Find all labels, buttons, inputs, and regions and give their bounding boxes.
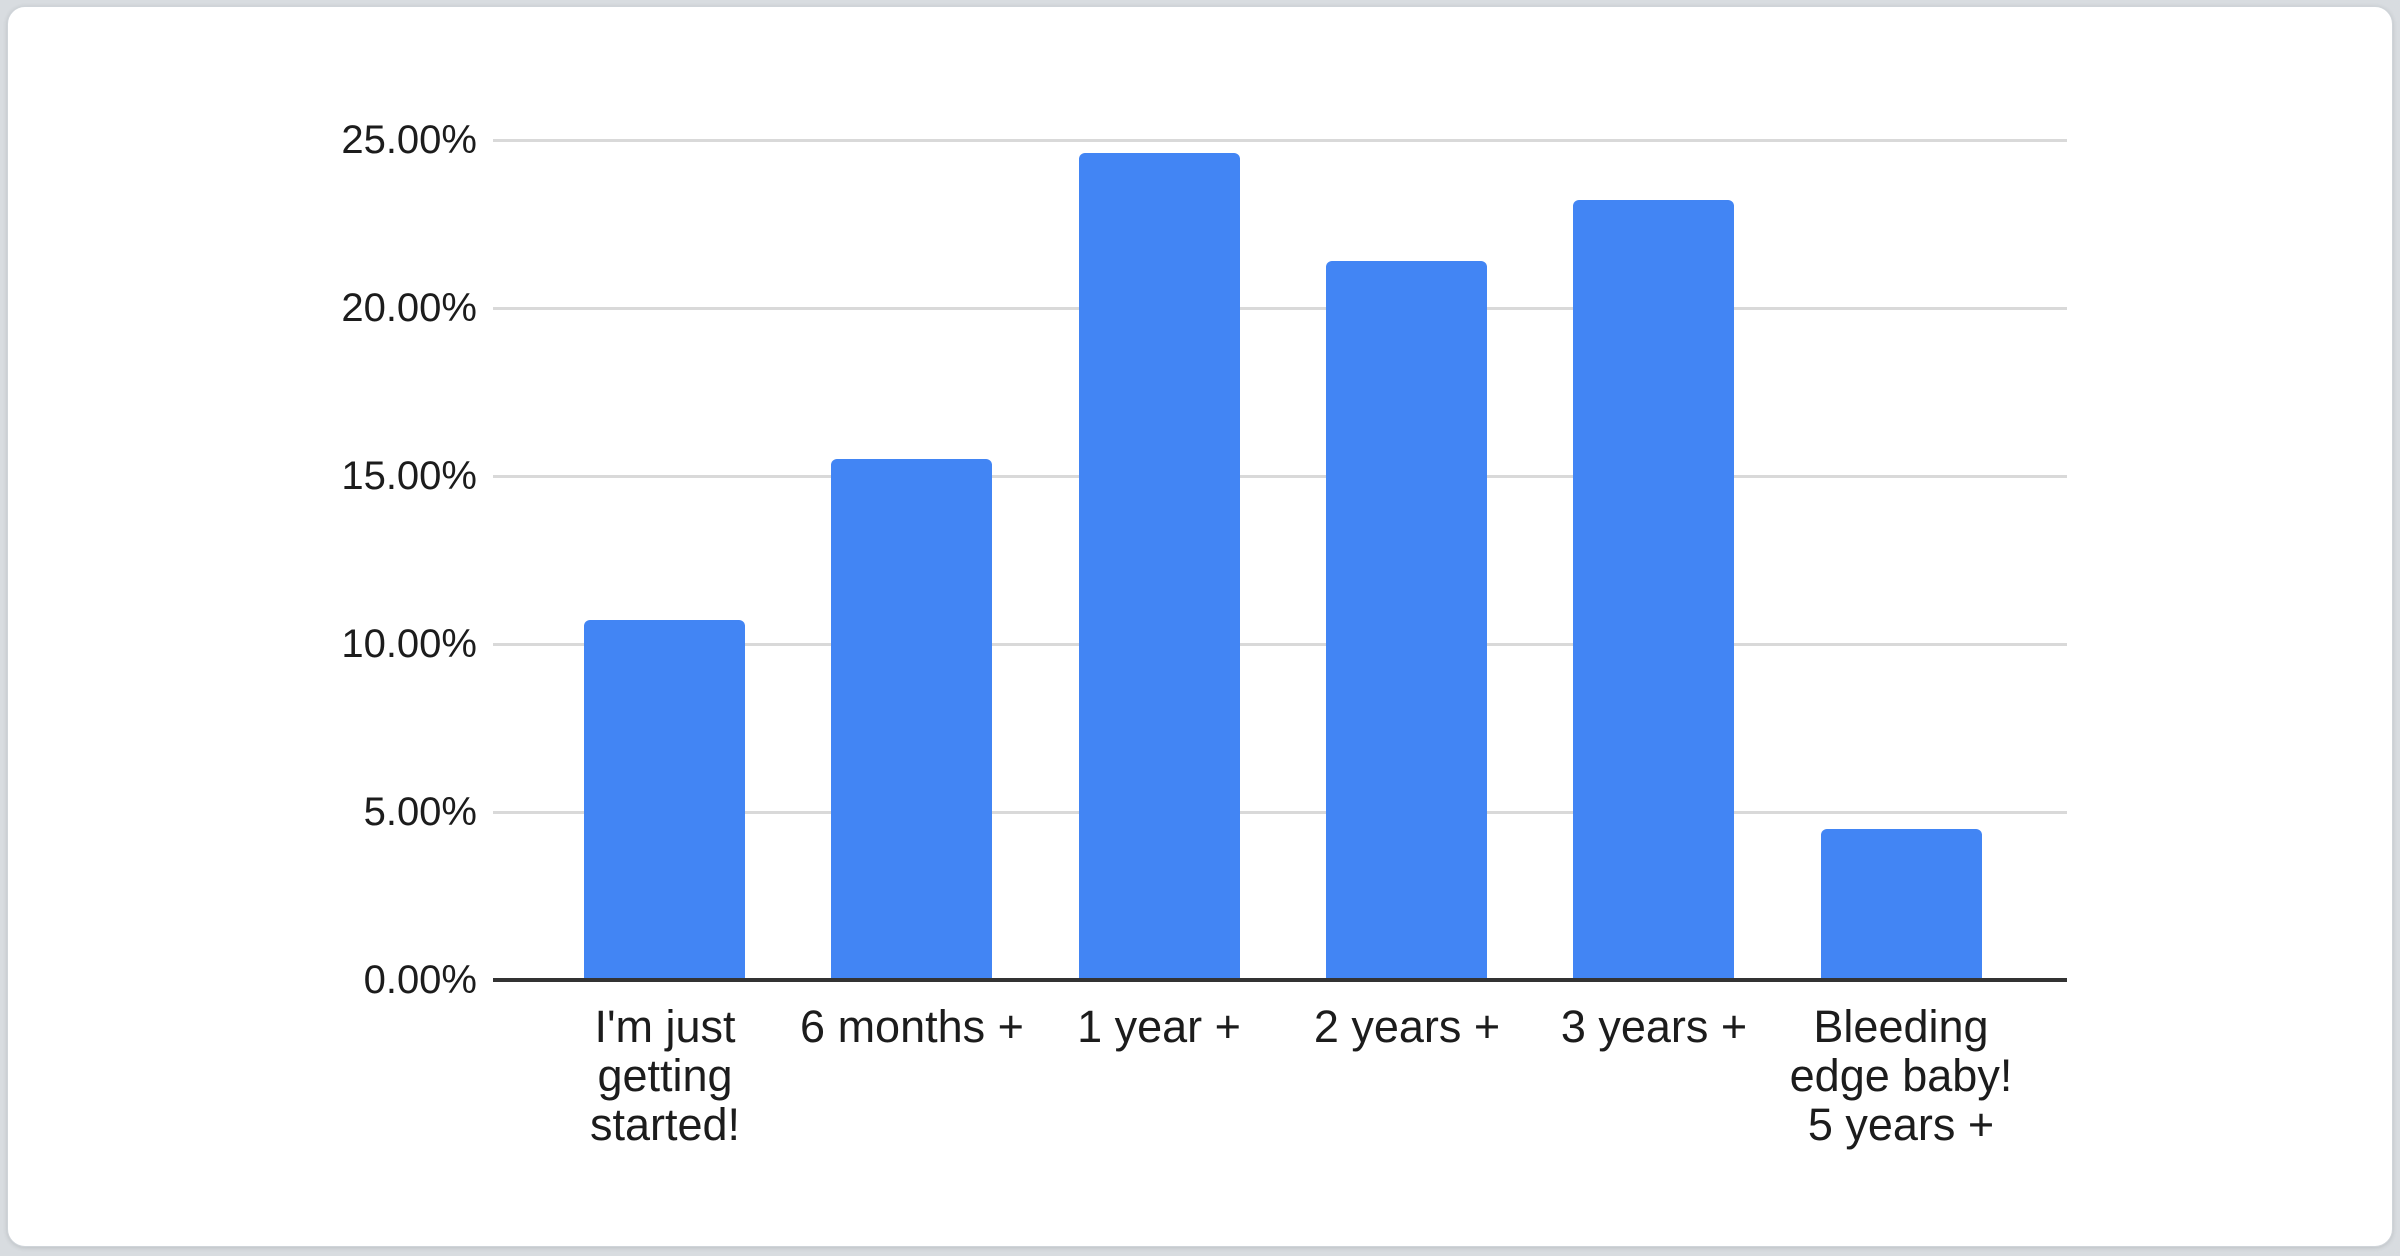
bar[interactable] (1821, 829, 1982, 980)
y-axis-tick-label: 15.00% (341, 454, 477, 498)
x-axis-label: 3 years + (1560, 1001, 1748, 1052)
x-axis-label: Bleeding edge baby! 5 years + (1789, 1001, 2013, 1150)
x-axis-line (493, 978, 2067, 982)
y-axis-tick-label: 10.00% (341, 622, 477, 666)
bar[interactable] (584, 620, 745, 980)
y-axis-tick-label: 5.00% (363, 790, 477, 834)
bar[interactable] (1079, 153, 1240, 980)
bar[interactable] (831, 459, 992, 980)
gridline (493, 475, 2067, 478)
x-axis-label: 1 year + (1077, 1001, 1241, 1052)
gridline (493, 139, 2067, 142)
x-axis-label: 2 years + (1313, 1001, 1501, 1052)
gridline (493, 811, 2067, 814)
y-axis-tick-label: 20.00% (341, 286, 477, 330)
bar[interactable] (1573, 200, 1734, 980)
gridline (493, 643, 2067, 646)
gridline (493, 307, 2067, 310)
y-axis-tick-label: 25.00% (341, 118, 477, 162)
x-axis-label: 6 months + (800, 1001, 1024, 1052)
x-axis-label: I'm just getting started! (589, 1001, 741, 1150)
y-axis-tick-label: 0.00% (363, 958, 477, 1002)
bar[interactable] (1326, 261, 1487, 980)
